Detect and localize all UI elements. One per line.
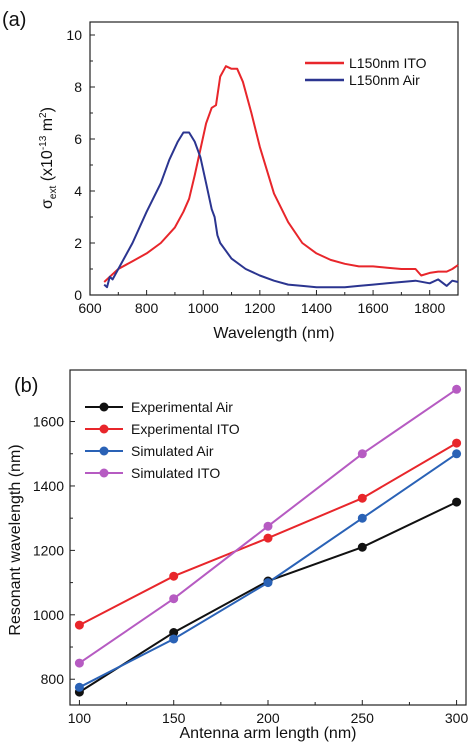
- panel-b-y-ticks: 800 1000 1200 1400 1600: [33, 414, 75, 687]
- legend-label-experimental-ito: Experimental ITO: [131, 421, 240, 437]
- panel-a-y-tick-label: 2: [74, 235, 82, 251]
- panel-b-x-tick-label: 200: [256, 710, 280, 726]
- data-point-simulated-air: [74, 682, 84, 692]
- panel-b-x-tick-label: 100: [68, 710, 92, 726]
- panel-a-y-tick-label: 0: [74, 287, 82, 303]
- panel-b-y-axis-label: Resonant wavelength (nm): [7, 444, 24, 635]
- data-point-simulated-ito: [452, 384, 462, 394]
- legend-label-experimental-air: Experimental Air: [131, 399, 233, 415]
- panel-a-lines: [103, 65, 459, 289]
- panel-b-lines: [74, 384, 462, 697]
- data-point-simulated-air: [169, 634, 179, 644]
- data-point-simulated-air: [263, 578, 273, 588]
- data-point-simulated-ito: [263, 521, 273, 531]
- data-point-experimental-air: [452, 497, 462, 507]
- panel-b-legend: Experimental Air Experimental ITO Simulate…: [85, 399, 240, 481]
- panel-a-x-tick-label: 1000: [188, 300, 219, 316]
- panel-a-label: (a): [2, 9, 26, 31]
- series-line-l150nm-ito: [103, 65, 459, 283]
- series-line-l150nm-air: [103, 131, 459, 289]
- data-point-experimental-ito: [74, 620, 84, 630]
- data-point-simulated-ito: [357, 449, 367, 459]
- panel-b-x-ticks: 100 150 200 250 300: [68, 700, 469, 726]
- panel-b-label: (b): [14, 375, 38, 397]
- data-point-experimental-ito: [169, 571, 179, 581]
- legend-label-l150nm-ito: L150nm ITO: [349, 55, 427, 71]
- data-point-simulated-air: [452, 449, 462, 459]
- panel-a-x-tick-label: 600: [78, 300, 102, 316]
- panel-a-y-tick-label: 10: [66, 27, 82, 43]
- data-point-simulated-ito: [169, 594, 179, 604]
- panel-a-x-tick-label: 1400: [301, 300, 332, 316]
- data-point-experimental-air: [169, 628, 179, 637]
- legend-label-l150nm-air: L150nm Air: [349, 72, 420, 88]
- panel-a-legend: L150nm ITO L150nm Air: [305, 55, 427, 88]
- series-line-simulated-air: [78, 452, 458, 689]
- panel-b-y-tick-label: 1200: [33, 542, 64, 558]
- legend-marker-experimental-air: [99, 402, 109, 412]
- panel-b-x-tick-label: 250: [351, 710, 375, 726]
- panel-a-y-axis-label: σext (x10-13 m2): [38, 107, 59, 209]
- panel-a-x-tick-label: 1200: [244, 300, 275, 316]
- panel-b-y-tick-label: 800: [41, 671, 65, 687]
- panel-b-x-tick-label: 150: [162, 710, 186, 726]
- data-point-simulated-ito: [74, 658, 84, 668]
- panel-a-y-tick-label: 6: [74, 131, 82, 147]
- legend-marker-experimental-ito: [99, 424, 109, 434]
- data-point-simulated-air: [357, 513, 367, 523]
- panel-a: (a) 600 800 1000 1200 1400 1600 1800 0 2 4 6 8 10 W…: [2, 9, 459, 342]
- panel-a-x-tick-label: 1800: [414, 300, 445, 316]
- panel-b-x-axis-label: Antenna arm length (nm): [180, 725, 357, 742]
- panel-b-y-tick-label: 1600: [33, 414, 64, 430]
- panel-a-y-tick-label: 4: [74, 183, 82, 199]
- data-point-experimental-ito: [263, 533, 273, 543]
- panel-b: (b) 100 150 200 250 300 8001000120014001600 …: [7, 369, 469, 742]
- panel-b-y-tick-label: 1400: [33, 478, 64, 494]
- data-point-experimental-air: [357, 542, 367, 552]
- legend-marker-simulated-ito: [99, 468, 109, 478]
- data-point-experimental-ito: [452, 438, 462, 448]
- legend-label-simulated-air: Simulated Air: [131, 443, 214, 459]
- panel-a-x-tick-label: 1600: [357, 300, 388, 316]
- panel-a-y-ticks: 0 2 4 6 8 10: [66, 27, 95, 303]
- legend-label-simulated-ito: Simulated ITO: [131, 465, 220, 481]
- data-point-experimental-ito: [357, 493, 367, 503]
- panel-b-x-tick-label: 300: [445, 710, 469, 726]
- panel-b-y-tick-label: 1000: [33, 607, 64, 623]
- panel-a-plot-frame: [89, 21, 459, 296]
- panel-a-y-tick-label: 8: [74, 79, 82, 95]
- panel-a-x-tick-label: 800: [135, 300, 159, 316]
- panel-a-x-ticks: 600 800 1000 1200 1400 1600 1800: [78, 290, 445, 316]
- legend-marker-simulated-air: [99, 446, 109, 456]
- panel-a-x-axis-label: Wavelength (nm): [213, 325, 334, 342]
